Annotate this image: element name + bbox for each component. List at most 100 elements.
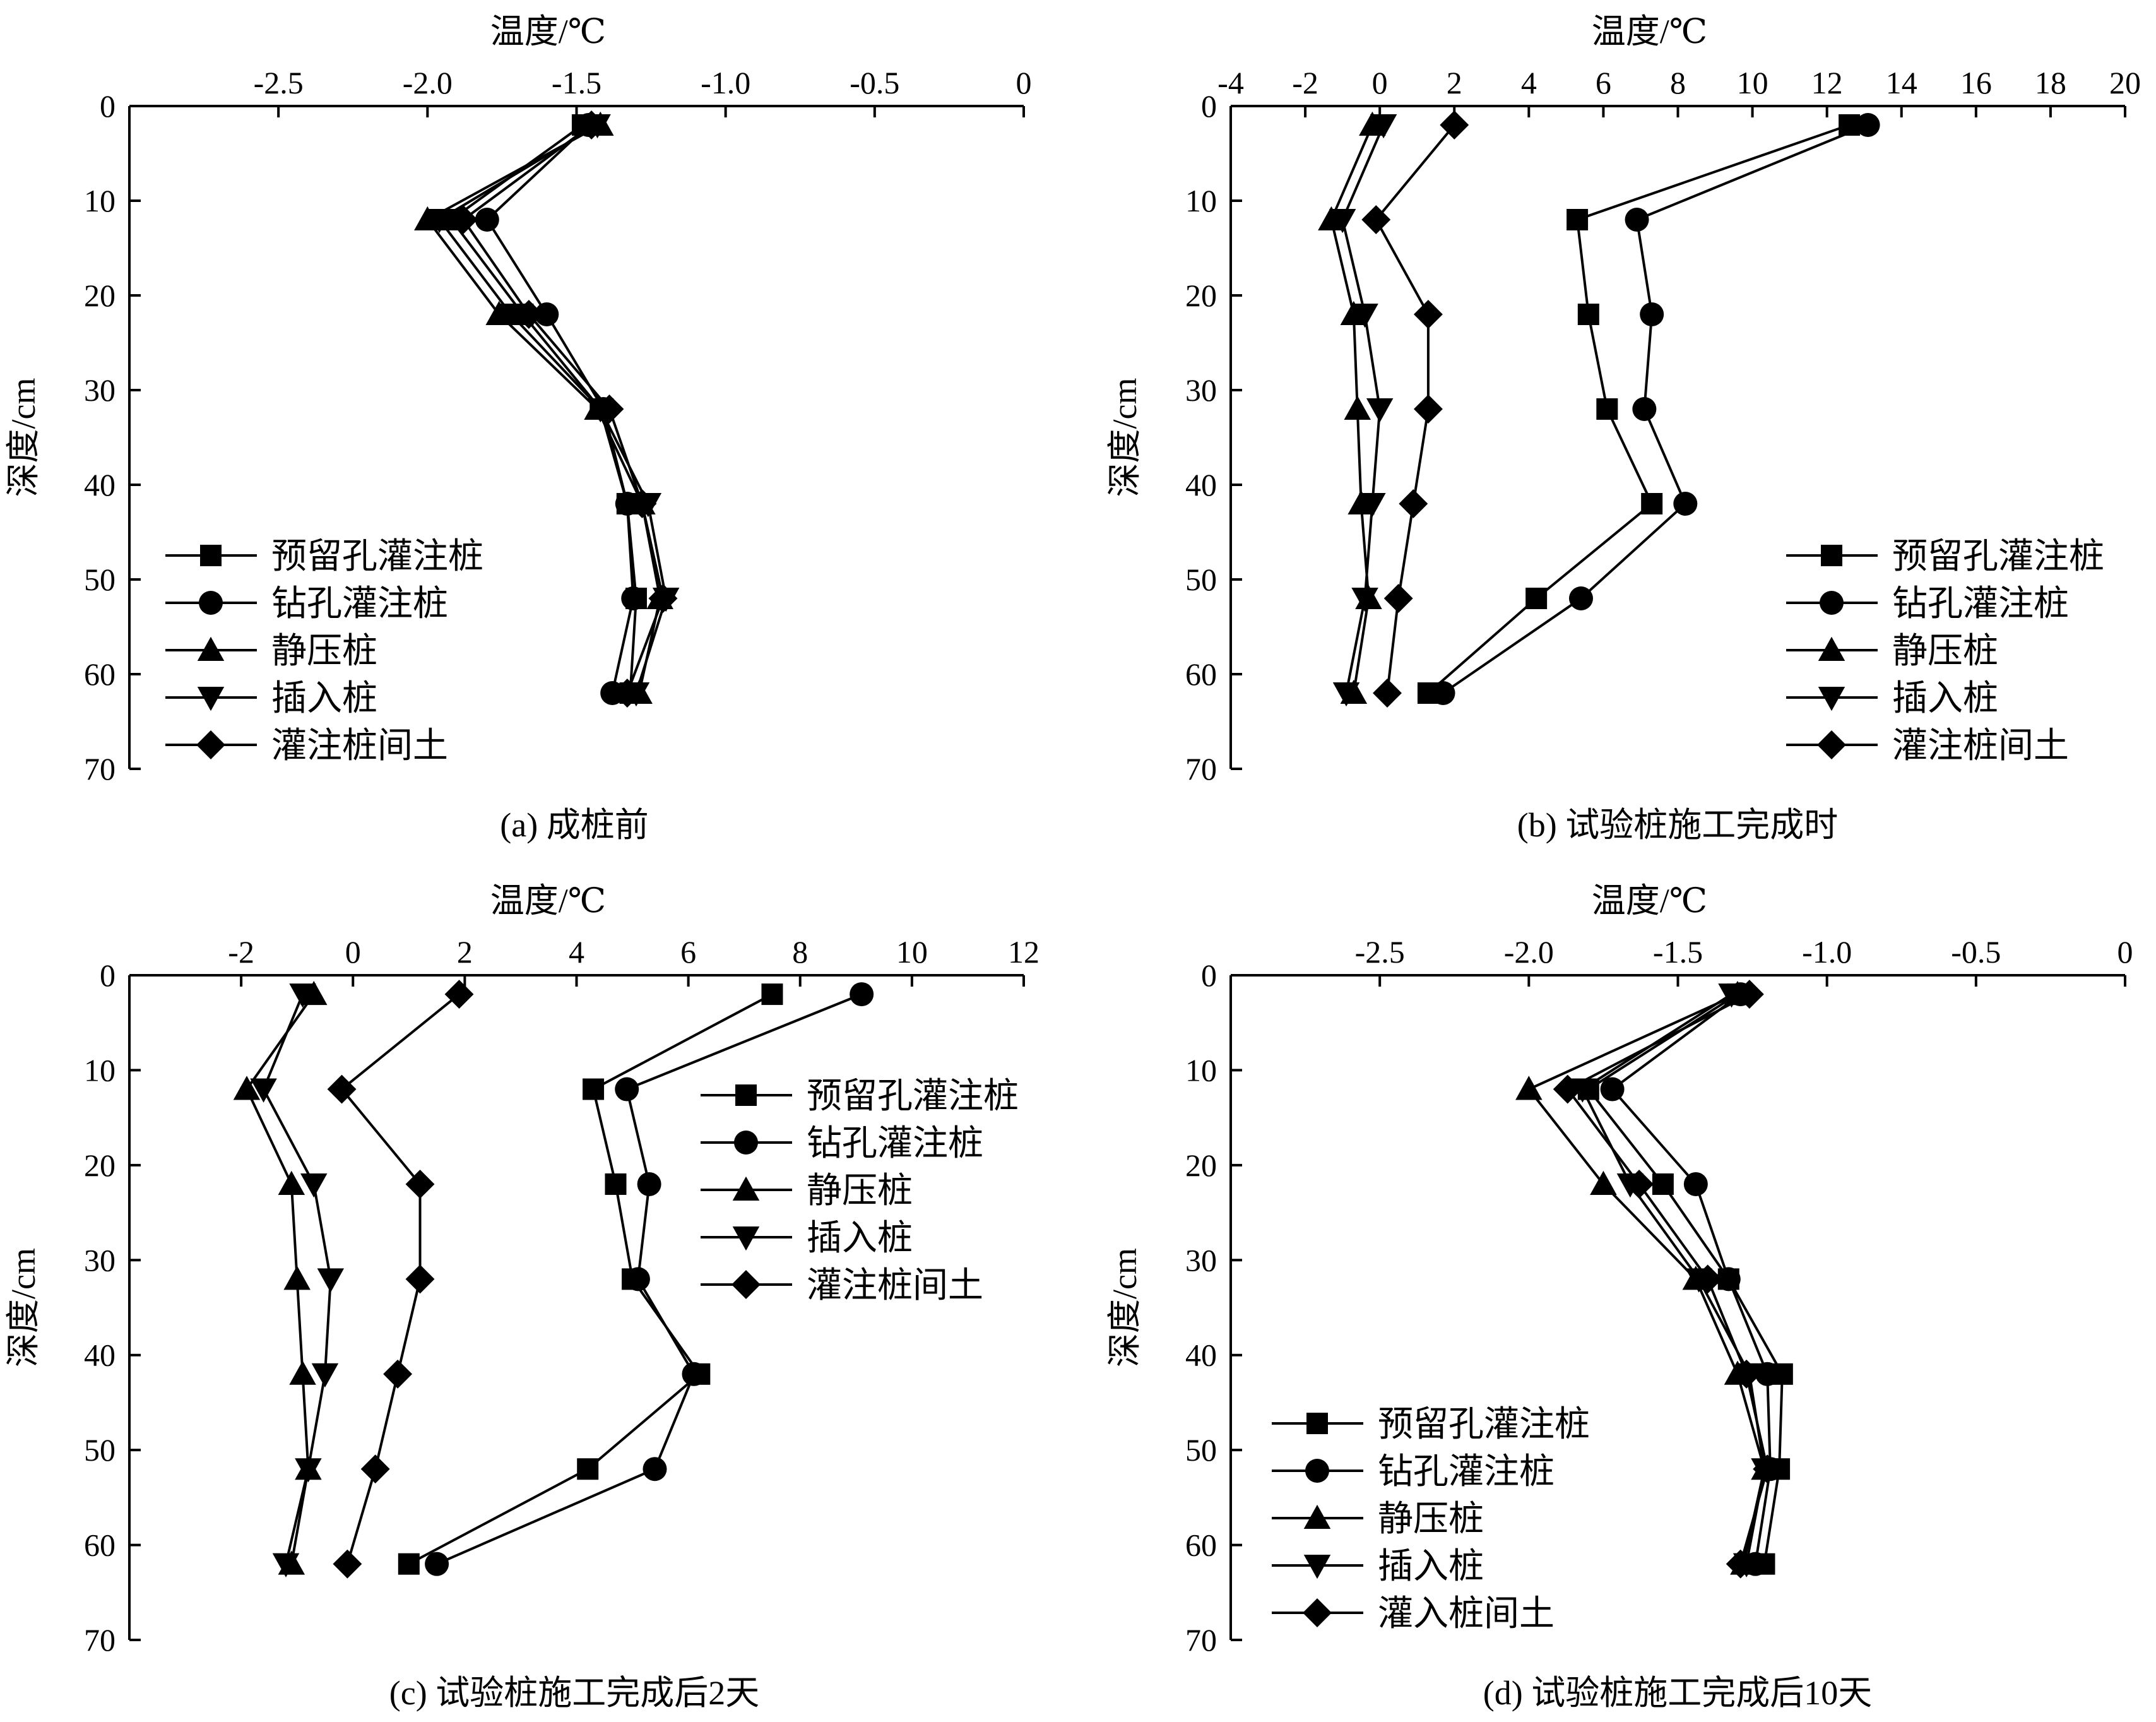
legend-label: 预留孔灌注桩 [271,537,483,576]
legend-marker [1306,1413,1328,1434]
data-point [1568,586,1593,610]
legend-marker [200,545,222,566]
data-point [1641,493,1663,514]
data-point [627,489,657,518]
data-point [485,300,512,325]
data-point [1625,1169,1654,1199]
y-tick-label: 20 [84,1148,116,1183]
data-point [360,1454,390,1484]
x-tick-label: 12 [1811,65,1843,100]
data-point [300,1173,328,1198]
data-point [1625,208,1649,232]
y-tick-label: 60 [1185,1528,1217,1563]
chart-panel-c: -2 0 2 4 6 8 10 12 0 10 20 30 40 50 60 70 温度/℃ 深度/cm (c) 试… [4,882,1040,1712]
y-tick-label: 40 [84,1338,116,1373]
data-point [1632,397,1657,421]
x-tick-label: 2 [457,934,473,970]
legend-label: 灌注桩间土 [807,1266,983,1305]
chart-panel-d: -2.5 -2.0 -1.5 -1.0 -0.5 0 0 10 20 30 40 50 60 70 温度/℃… [1106,882,2133,1712]
y-tick-label: 10 [1185,183,1217,218]
data-point [595,395,624,424]
data-point [1716,1267,1741,1292]
data-point [1726,1549,1755,1579]
data-point [625,1267,650,1292]
data-point [317,1268,345,1293]
data-point [1753,1454,1782,1484]
legend-marker [1818,636,1845,661]
x-tick-label: 10 [896,934,928,970]
x-tick-label: 0 [1372,65,1388,100]
data-point [283,1266,311,1290]
y-tick-label: 70 [1185,1622,1217,1658]
data-point [383,1359,413,1389]
x-tick-label: -1.0 [1802,934,1852,970]
data-point [1567,209,1589,230]
legend-marker [197,636,225,661]
x-tick-label: 0 [345,934,361,970]
legend-marker [732,1176,760,1201]
data-point [1683,1172,1708,1196]
x-tick-label: -4 [1217,65,1244,100]
data-point [1718,983,1745,1008]
data-point [272,1553,300,1577]
legend-marker [199,591,223,615]
data-point [1361,205,1391,234]
data-point [311,1363,339,1388]
x-tick-label: 20 [2109,65,2141,100]
legend-label: 灌注桩间土 [271,727,448,766]
legend-label: 插入桩 [271,679,377,718]
y-axis-title: 深度/cm [4,378,42,497]
data-point [648,584,678,613]
data-point [1366,398,1394,423]
x-tick-label: 0 [1016,65,1032,100]
legend-label: 预留孔灌注桩 [807,1077,1019,1116]
legend-label: 预留孔灌注桩 [1892,537,2104,576]
legend-marker [197,687,225,711]
data-point [1370,114,1397,139]
data-point [1732,1359,1762,1389]
legend-marker [732,1226,760,1251]
data-point [1413,395,1443,424]
data-point [615,1077,639,1101]
y-tick-label: 10 [1185,1052,1217,1088]
x-axis-title: 温度/℃ [1592,882,1707,920]
legend-marker [1303,1598,1332,1627]
y-tick-label: 50 [1185,562,1217,597]
data-point [1373,679,1402,708]
legend-marker [1817,730,1846,759]
panel-caption: (c) 试验桩施工完成后2天 [389,1674,759,1712]
legend-label: 钻孔灌注桩 [1378,1452,1555,1492]
data-point [1856,113,1880,137]
x-tick-label: -1.5 [552,65,601,100]
data-point [497,304,524,328]
data-point [1640,302,1664,326]
y-tick-label: 10 [84,1052,116,1088]
legend-label: 灌注桩间土 [1892,727,2069,766]
y-axis-title: 深度/cm [4,1248,42,1367]
data-point [289,1360,316,1385]
x-tick-label: -1.0 [701,65,750,100]
y-tick-label: 20 [84,278,116,313]
legend-marker [1305,1459,1329,1483]
y-tick-label: 30 [84,372,116,408]
x-tick-label: 4 [569,934,584,970]
data-point [514,300,543,329]
legend-label: 钻孔灌注桩 [271,585,448,624]
y-tick-label: 20 [1185,278,1217,313]
panel-caption: (a) 成桩前 [500,806,648,844]
data-point [577,110,607,140]
data-point [1359,493,1386,518]
legend-marker [1818,687,1845,711]
data-point [1553,1074,1582,1104]
data-point [333,1549,362,1579]
data-point [449,205,478,234]
legend-marker [734,1131,758,1155]
y-tick-label: 60 [84,656,116,692]
legend-label: 钻孔灌注桩 [1892,585,2069,624]
x-axis-title: 温度/℃ [490,13,606,50]
data-point [1431,681,1455,705]
legend-marker [735,1084,757,1106]
